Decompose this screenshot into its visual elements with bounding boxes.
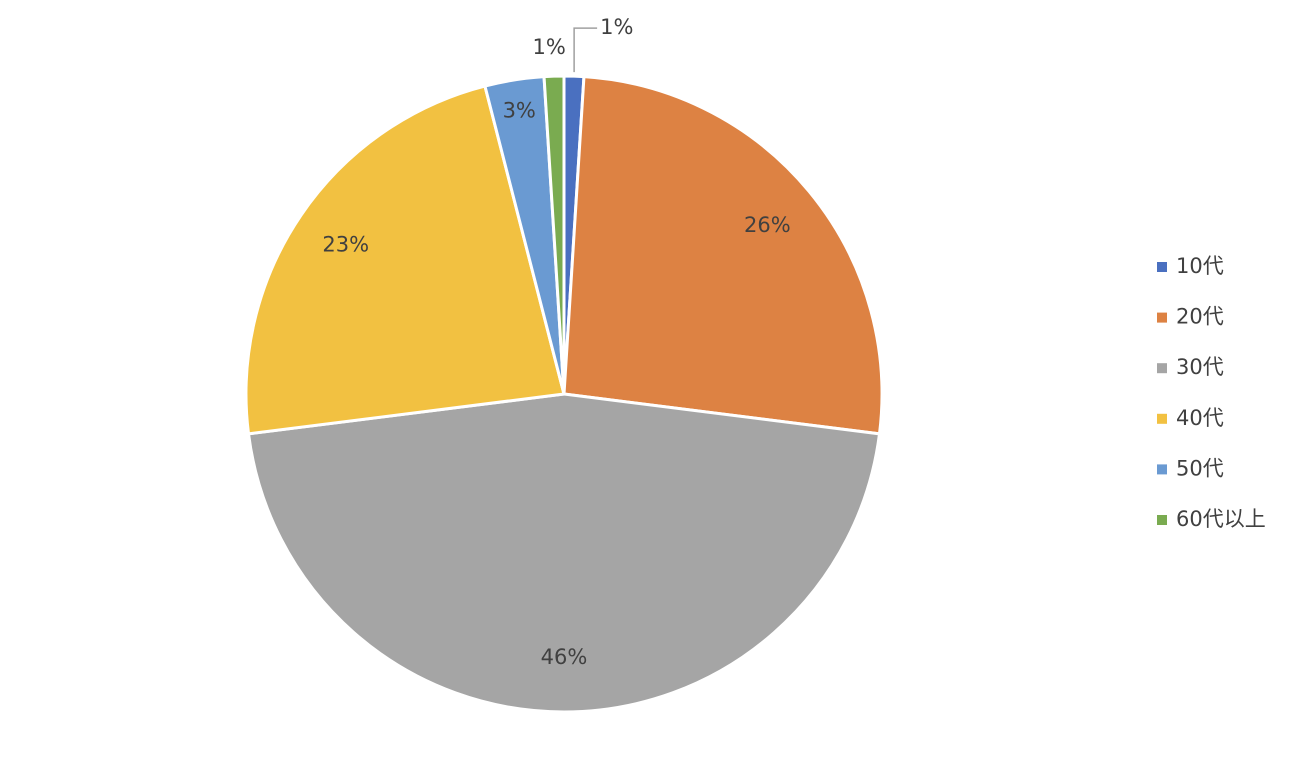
- legend-label: 30代: [1176, 355, 1224, 379]
- legend-swatch: [1157, 363, 1167, 374]
- data-label: 23%: [322, 233, 369, 257]
- data-label: 1%: [600, 15, 633, 39]
- legend-label: 20代: [1176, 305, 1224, 329]
- legend-swatch: [1157, 413, 1167, 424]
- legend-swatch: [1157, 464, 1167, 475]
- legend-label: 60代以上: [1176, 507, 1266, 531]
- legend-label: 10代: [1176, 254, 1224, 278]
- pie-slice: [542, 74, 566, 395]
- legend-swatch: [1157, 262, 1167, 272]
- legend-swatch: [1157, 515, 1167, 525]
- data-label: 3%: [503, 98, 536, 122]
- legend-label: 50代: [1176, 456, 1224, 480]
- pie-slice: [562, 75, 884, 436]
- legend-label: 40代: [1176, 406, 1224, 430]
- pie-slice: [244, 84, 566, 436]
- data-label: 26%: [744, 213, 791, 237]
- pie-slice: [246, 392, 882, 714]
- data-label: 46%: [541, 645, 588, 669]
- data-label: 1%: [532, 35, 565, 59]
- legend-swatch: [1157, 312, 1167, 323]
- leader-line: [573, 27, 598, 73]
